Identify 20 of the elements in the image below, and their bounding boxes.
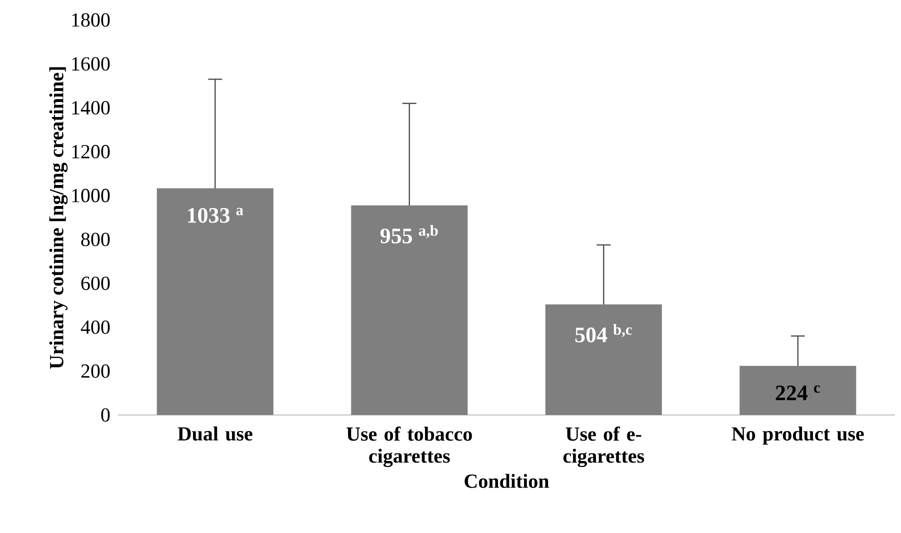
y-tick-label: 600 [81, 276, 110, 290]
x-axis-title: Condition [464, 474, 549, 488]
x-tick-label: Use of e-cigarettes [563, 426, 644, 468]
y-tick-label: 200 [81, 364, 110, 378]
data-label: 504 $^{b,c}$ [575, 324, 632, 342]
x-tick-label: Dual use [178, 426, 252, 441]
y-tick-label: 0 [101, 408, 110, 422]
y-tick-label: 1200 [72, 144, 110, 158]
y-axis-title: Urinary cotinine [ng/mg creatinine] [49, 67, 68, 369]
y-tick-label: 1800 [72, 13, 110, 27]
y-tick-label: 400 [80, 320, 110, 334]
y-tick-label: 800 [81, 232, 110, 246]
x-tick-label: No product use [732, 426, 864, 445]
x-tick-label: Use of tobacco cigarettes [346, 426, 472, 468]
y-tick-label: 1400 [72, 101, 110, 115]
y-tick-label: 1000 [72, 188, 110, 202]
data-label: 224 $^{c}$ [776, 385, 820, 400]
data-label: 1033 $^{a}$ [188, 208, 244, 223]
data-label: 955 $^{a,b}$ [380, 224, 438, 244]
y-tick-label: 1600 [72, 57, 110, 71]
